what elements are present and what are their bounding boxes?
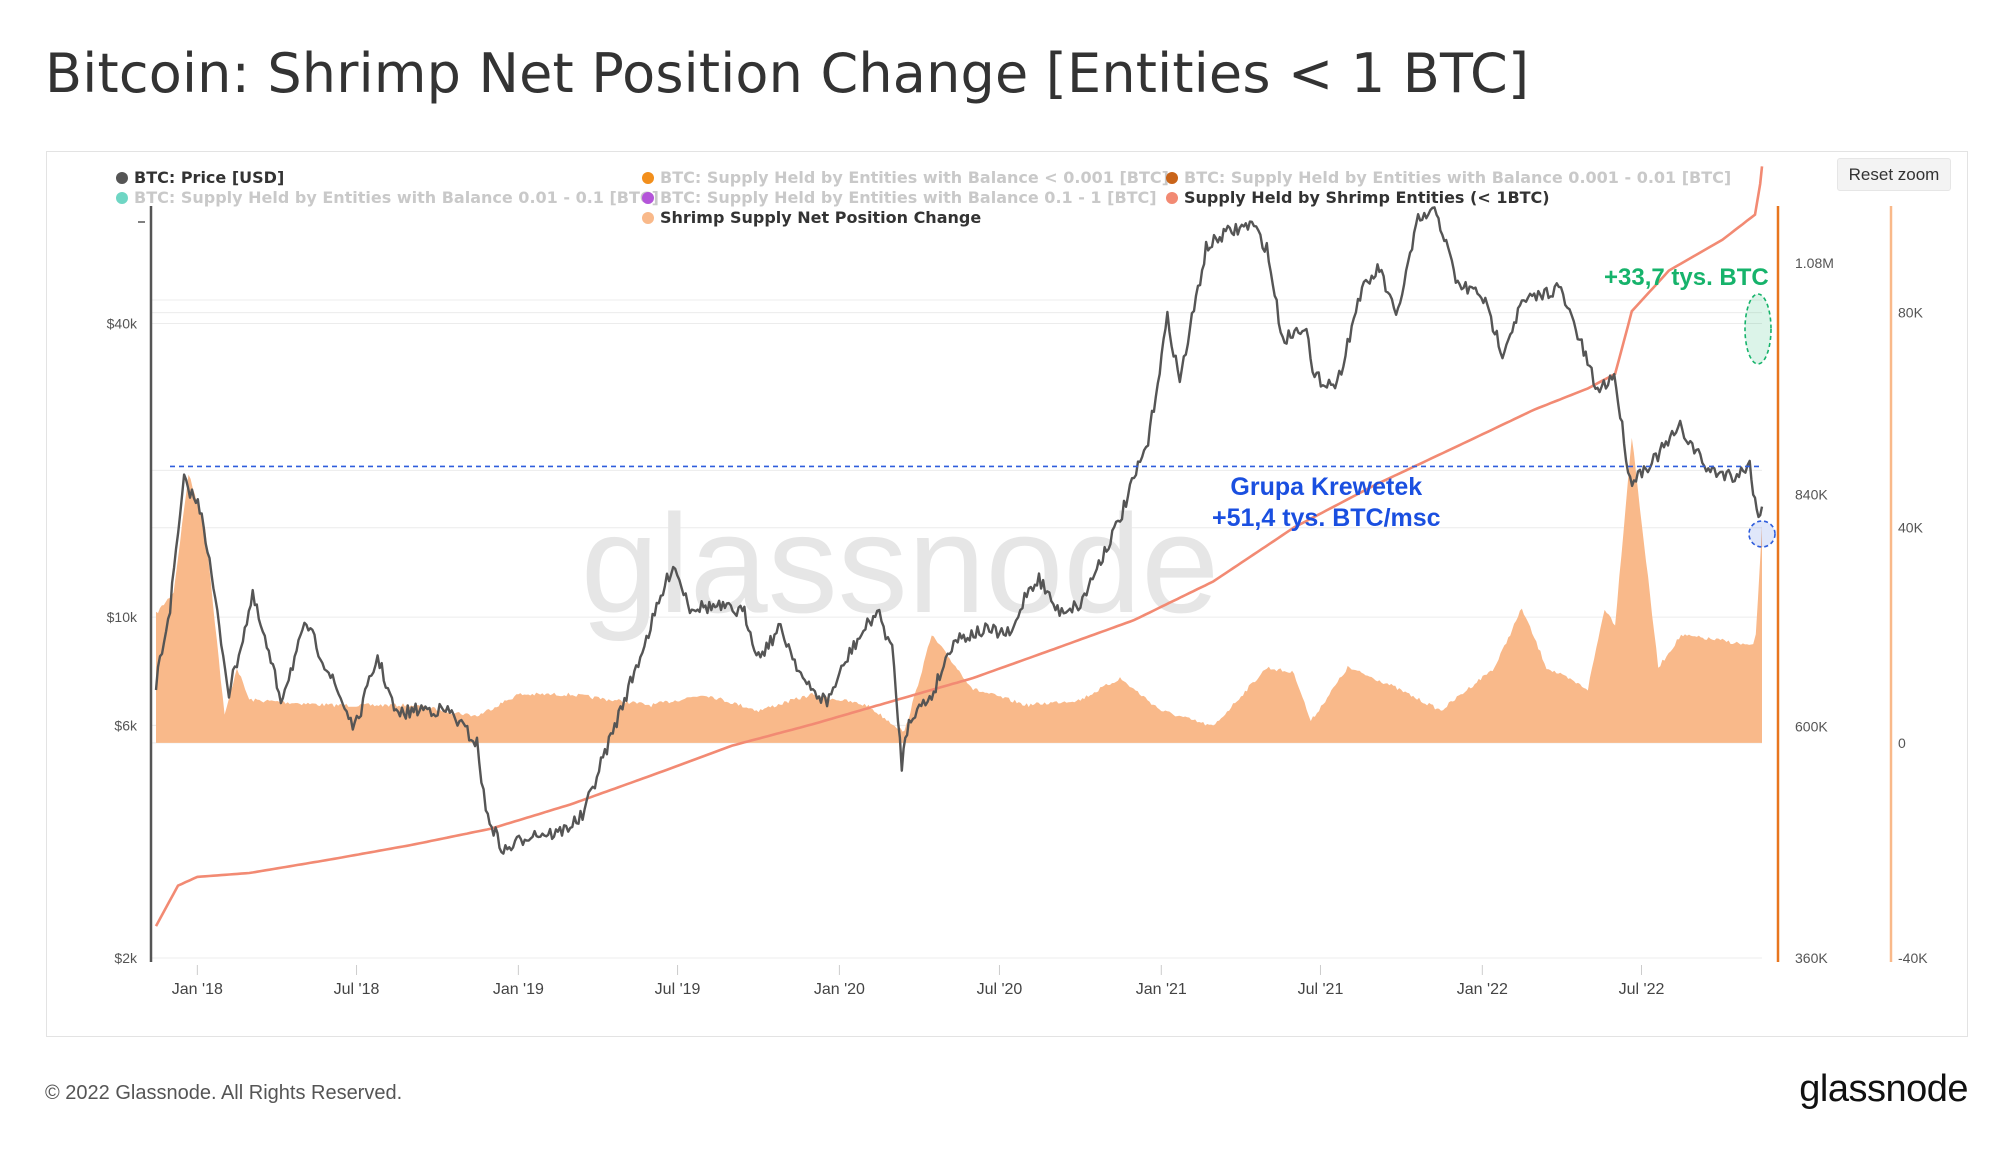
legend-item-balance-001-01[interactable]: BTC: Supply Held by Entities with Balanc… bbox=[116, 188, 659, 207]
legend-label: BTC: Price [USD] bbox=[134, 168, 285, 187]
legend-label: BTC: Supply Held by Entities with Balanc… bbox=[660, 168, 1169, 187]
legend-item-shrimp-supply[interactable]: Supply Held by Shrimp Entities (< 1BTC) bbox=[1166, 188, 1550, 207]
reset-zoom-button[interactable]: Reset zoom bbox=[1837, 158, 1951, 191]
annotation-green: +33,7 tys. BTC bbox=[1604, 264, 1769, 291]
legend-dot-icon bbox=[116, 172, 128, 184]
legend-label: BTC: Supply Held by Entities with Balanc… bbox=[660, 188, 1157, 207]
legend-dot-icon bbox=[1166, 172, 1178, 184]
legend-label: BTC: Supply Held by Entities with Balanc… bbox=[1184, 168, 1732, 187]
legend-label: Shrimp Supply Net Position Change bbox=[660, 208, 982, 227]
legend-dot-icon bbox=[1166, 192, 1178, 204]
legend-dot-icon bbox=[642, 192, 654, 204]
footer-copyright: © 2022 Glassnode. All Rights Reserved. bbox=[45, 1082, 403, 1104]
legend-item-balance-0001-001[interactable]: BTC: Supply Held by Entities with Balanc… bbox=[1166, 168, 1731, 187]
legend-label: Supply Held by Shrimp Entities (< 1BTC) bbox=[1184, 188, 1550, 207]
legend-dot-icon bbox=[642, 212, 654, 224]
legend-item-balance-01-1[interactable]: BTC: Supply Held by Entities with Balanc… bbox=[642, 188, 1157, 207]
annotation-blue: Grupa Krewetek +51,4 tys. BTC/msc bbox=[1212, 472, 1441, 534]
legend-dot-icon bbox=[116, 192, 128, 204]
legend-dot-icon bbox=[642, 172, 654, 184]
annotation-blue-line2: +51,4 tys. BTC/msc bbox=[1212, 504, 1441, 532]
legend-item-net-position-change[interactable]: Shrimp Supply Net Position Change bbox=[642, 208, 981, 227]
legend-item-btc-price[interactable]: BTC: Price [USD] bbox=[116, 168, 284, 187]
annotation-blue-line1: Grupa Krewetek bbox=[1230, 473, 1423, 501]
legend-label: BTC: Supply Held by Entities with Balanc… bbox=[134, 188, 659, 207]
footer-logo: glassnode bbox=[1799, 1068, 1968, 1110]
legend-item-balance-lt-0001[interactable]: BTC: Supply Held by Entities with Balanc… bbox=[642, 168, 1169, 187]
page-title: Bitcoin: Shrimp Net Position Change [Ent… bbox=[45, 42, 1530, 105]
